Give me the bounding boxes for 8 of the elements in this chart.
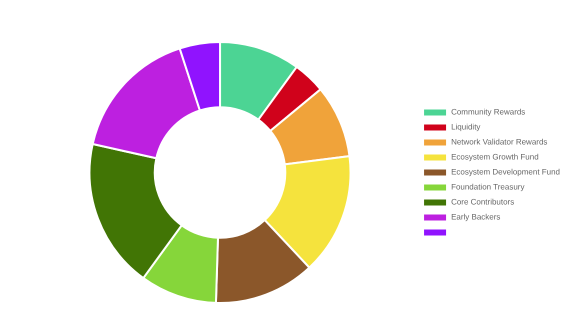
legend-label: Ecosystem Development Fund (451, 168, 560, 177)
legend-label: Foundation Treasury (451, 182, 524, 192)
legend-label: Network Validator Rewards (451, 138, 548, 147)
legend-label: Ecosystem Growth Fund (451, 152, 539, 162)
legend-label: Core Contributors (451, 198, 514, 207)
legend-label: Liquidity (451, 122, 480, 132)
legend-label: Community Rewards (451, 108, 526, 117)
legend-label: Early Backers (451, 212, 500, 222)
